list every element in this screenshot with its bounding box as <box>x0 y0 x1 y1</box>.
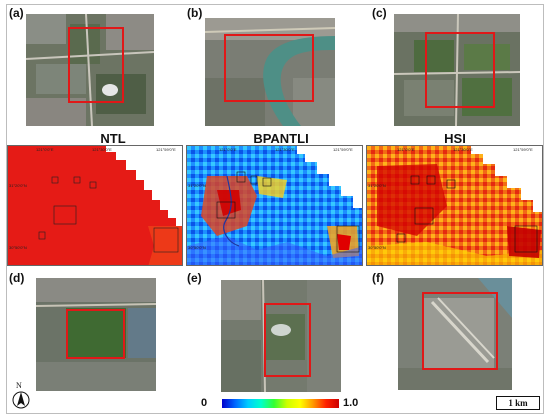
satellite-image-e <box>221 280 341 392</box>
colorbar <box>222 399 339 408</box>
focus-box-d <box>66 309 125 359</box>
focus-box-c <box>425 32 495 108</box>
scale-bar: 1 km <box>496 396 540 410</box>
panel-label-d: (d) <box>9 271 25 285</box>
focus-box-e <box>264 303 311 377</box>
coord-lon-1: 121°0'0"E <box>36 147 54 152</box>
satellite-image-a <box>26 14 154 126</box>
satellite-image-f <box>398 278 512 390</box>
ntl-map: 121°0'0"E 121°30'0"E 121°59'0"E 31°20'0"… <box>7 145 183 266</box>
coord-lon-3: 121°59'0"E <box>156 147 176 152</box>
coord-lat-2-c: 30°50'0"N <box>368 245 386 250</box>
satellite-image-c <box>394 14 520 126</box>
satellite-image-b <box>205 18 335 126</box>
coord-lat-1: 31°20'0"N <box>9 183 27 188</box>
panel-label-e: (e) <box>187 271 202 285</box>
coord-lat-2: 30°50'0"N <box>9 245 27 250</box>
coord-lat-2-b: 30°50'0"N <box>188 245 206 250</box>
north-arrow-label: N <box>16 381 22 390</box>
focus-box-a <box>68 27 124 103</box>
coord-lon-1-c: 121°0'0"E <box>397 147 415 152</box>
map-title-hsi: HSI <box>444 131 466 146</box>
coord-lon-2-c: 121°30'0"E <box>453 147 473 152</box>
coord-lon-3-c: 121°59'0"E <box>513 147 533 152</box>
bpantli-map: 121°0'0"E 121°30'0"E 121°59'0"E 31°20'0"… <box>186 145 363 266</box>
coord-lon-2: 121°30'0"E <box>92 147 112 152</box>
map-title-ntl: NTL <box>100 131 126 146</box>
colorbar-max-label: 1.0 <box>343 397 359 409</box>
focus-box-b <box>224 34 314 102</box>
coord-lon-2-b: 121°30'0"E <box>275 147 295 152</box>
colorbar-min-label: 0 <box>201 397 208 409</box>
coord-lon-3-b: 121°59'0"E <box>333 147 353 152</box>
panel-label-c: (c) <box>372 6 387 20</box>
figure-frame <box>6 4 544 414</box>
satellite-image-d <box>36 278 156 391</box>
coord-lat-1-b: 31°20'0"N <box>188 183 206 188</box>
map-title-bpantli: BPANTLI <box>253 131 309 146</box>
north-arrow: N <box>11 381 31 411</box>
coord-lat-1-c: 31°20'0"N <box>368 183 386 188</box>
panel-label-f: (f) <box>372 271 384 285</box>
hsi-map: 121°0'0"E 121°30'0"E 121°59'0"E 31°20'0"… <box>366 145 543 266</box>
focus-box-f <box>422 292 498 370</box>
panel-label-a: (a) <box>9 6 24 20</box>
panel-label-b: (b) <box>187 6 203 20</box>
coord-lon-1-b: 121°0'0"E <box>219 147 237 152</box>
